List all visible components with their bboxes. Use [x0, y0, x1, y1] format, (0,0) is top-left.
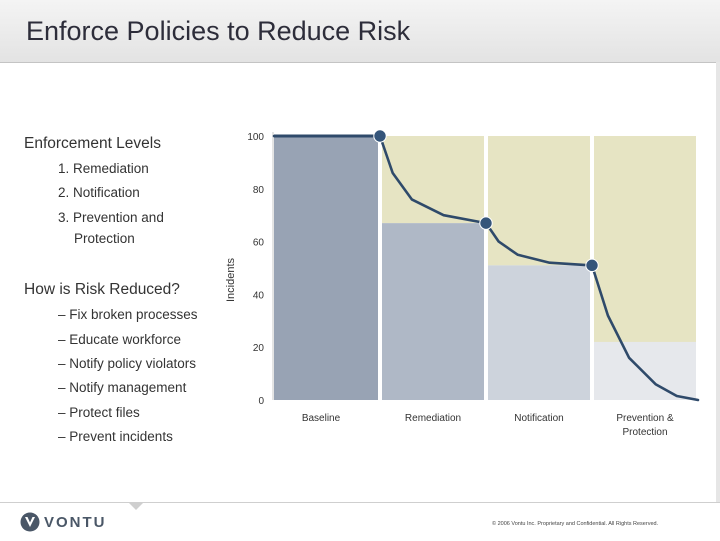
y-tick-label: 80: [253, 185, 265, 196]
right-edge-strip: [716, 62, 720, 502]
curve-marker-1: [479, 216, 493, 230]
enforcement-item: 1. Remediation: [58, 161, 149, 176]
level-bar-3: [594, 341, 696, 400]
title-band: Enforce Policies to Reduce Risk: [0, 0, 720, 63]
footer-notch: [128, 502, 144, 510]
copyright-text: © 2006 Vontu Inc. Proprietary and Confid…: [492, 521, 659, 527]
logo-text: VONTU: [44, 514, 107, 531]
y-axis-label: Incidents: [225, 257, 237, 302]
curve-marker-0: [373, 129, 387, 143]
enforcement-item: 3. Prevention and: [58, 210, 164, 225]
y-tick-label: 100: [247, 132, 264, 143]
footer-band: [0, 502, 720, 541]
risk-item: – Protect files: [58, 405, 140, 420]
x-category-label: Baseline: [302, 413, 341, 424]
risk-item: – Fix broken processes: [58, 307, 198, 322]
risk-heading: How is Risk Reduced?: [24, 281, 180, 298]
level-bar-1: [382, 223, 484, 400]
x-category-label: Notification: [514, 413, 563, 424]
curve-marker-2: [585, 258, 599, 273]
enforcement-heading: Enforcement Levels: [24, 135, 161, 152]
y-tick-label: 0: [258, 396, 264, 407]
risk-item: – Prevent incidents: [58, 429, 173, 444]
enforcement-item: 2. Notification: [58, 185, 140, 200]
column-upper-2: [488, 136, 590, 266]
enforcement-item-continuation: Protection: [74, 231, 135, 246]
risk-item: – Educate workforce: [58, 332, 182, 347]
y-tick-label: 20: [253, 343, 265, 354]
incidents-curve: [272, 134, 700, 402]
y-tick-label: 60: [253, 238, 265, 249]
risk-item: – Notify policy violators: [58, 356, 197, 371]
incidents-chart: 0 20 40 60 80 100 Incidents Baseline Remediation…: [225, 129, 700, 438]
y-tick-label: 40: [253, 290, 265, 301]
x-category-label: Remediation: [405, 413, 461, 424]
level-bar-2: [488, 265, 590, 400]
x-category-label: Protection: [622, 427, 667, 438]
slide-title: Enforce Policies to Reduce Risk: [26, 16, 411, 46]
vontu-logo-icon: [20, 512, 40, 532]
x-category-label: Prevention &: [616, 413, 674, 424]
level-bar-0: [274, 136, 378, 400]
risk-item: – Notify management: [58, 380, 187, 395]
